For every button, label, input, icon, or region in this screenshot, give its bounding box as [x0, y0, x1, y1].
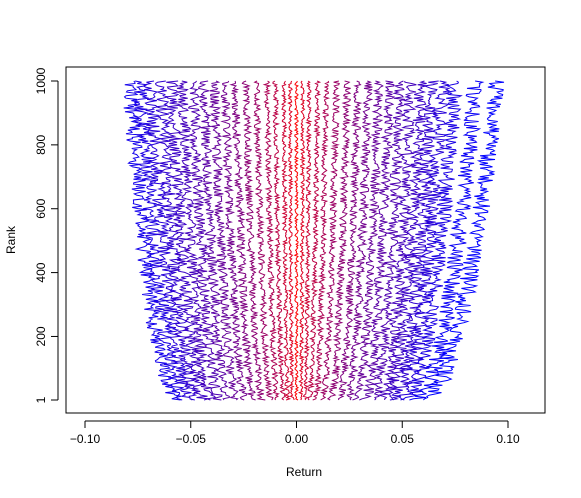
- series-line: [423, 80, 505, 401]
- x-tick-label: −0.10: [70, 432, 101, 446]
- series-line: [220, 80, 248, 401]
- series-line: [287, 80, 295, 401]
- series-line: [176, 80, 217, 401]
- x-tick-label: 0.00: [285, 432, 309, 446]
- x-axis-label: Return: [286, 465, 322, 479]
- series-line: [302, 80, 313, 401]
- series-line: [326, 80, 352, 401]
- series-line: [352, 80, 384, 401]
- series-line: [123, 80, 182, 401]
- y-tick-label: 1000: [34, 67, 48, 94]
- series-line: [319, 80, 341, 401]
- series-line: [187, 80, 223, 401]
- y-tick-label: 600: [34, 198, 48, 218]
- series-line: [400, 80, 463, 401]
- y-tick-label: 1: [34, 396, 48, 403]
- x-tick-label: 0.10: [496, 432, 520, 446]
- series-line: [272, 80, 287, 401]
- series-line: [293, 80, 300, 401]
- series-line: [155, 80, 199, 401]
- y-axis-label: Rank: [4, 225, 18, 254]
- y-tick-label: 800: [34, 135, 48, 155]
- series-line: [409, 80, 485, 401]
- series-line: [252, 80, 274, 401]
- series-line: [142, 80, 195, 401]
- series-line: [359, 80, 396, 401]
- series-line: [297, 80, 306, 401]
- series-line: [133, 80, 184, 401]
- y-axis: 1 200 400 600 800 1000: [34, 67, 59, 403]
- series-line: [165, 80, 209, 401]
- x-axis: −0.10 −0.05 0.00 0.05 0.10: [70, 420, 520, 446]
- series-line: [262, 80, 280, 401]
- series-line: [208, 80, 239, 401]
- series-line: [385, 80, 428, 401]
- x-tick-label: 0.05: [391, 432, 415, 446]
- series-line: [389, 80, 439, 401]
- series-line: [346, 80, 374, 401]
- series-line: [197, 80, 230, 401]
- series-line: [241, 80, 266, 401]
- series-line: [312, 80, 331, 401]
- series-line: [229, 80, 256, 401]
- series-layer: [123, 80, 505, 401]
- series-line: [337, 80, 363, 401]
- y-tick-label: 400: [34, 262, 48, 282]
- series-line: [281, 80, 292, 401]
- series-line: [307, 80, 322, 401]
- x-tick-label: −0.05: [176, 432, 207, 446]
- plot-area: [65, 66, 546, 414]
- series-line: [373, 80, 406, 401]
- series-line: [396, 80, 451, 401]
- y-tick-label: 200: [34, 326, 48, 346]
